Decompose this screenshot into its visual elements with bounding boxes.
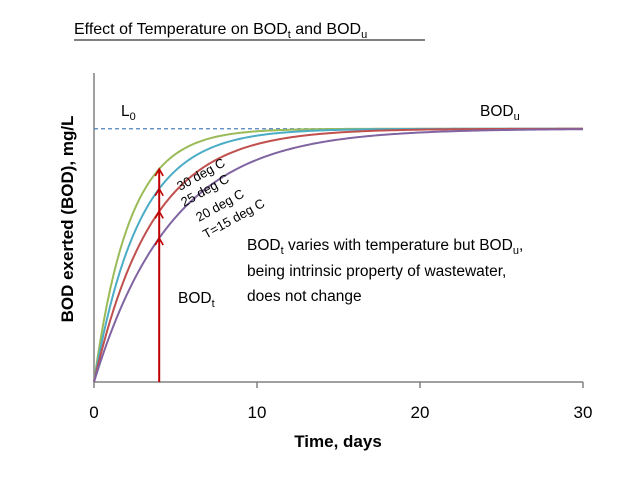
note-line-1: BODt varies with temperature but BODu, bbox=[247, 237, 523, 257]
bodu-label: BODu bbox=[480, 103, 520, 123]
x-axis-title: Time, days bbox=[294, 432, 382, 451]
bodt-arrowhead-30 bbox=[154, 167, 164, 177]
chart-title: Effect of Temperature on BODt and BODu bbox=[74, 21, 367, 41]
x-tick-label-10: 10 bbox=[248, 403, 267, 422]
curve-20-deg-c bbox=[93, 127, 583, 383]
note-line-3: does not change bbox=[247, 288, 362, 305]
bodt-arrowhead-25 bbox=[154, 187, 164, 197]
y-axis-title: BOD exerted (BOD), mg/L bbox=[58, 116, 77, 323]
l0-label: L0 bbox=[121, 103, 136, 123]
note-line-2: being intrinsic property of wastewater, bbox=[247, 263, 506, 280]
curve-30-deg-c bbox=[93, 127, 583, 383]
x-tick-label-30: 30 bbox=[574, 403, 593, 422]
curve-25-deg-c bbox=[93, 127, 583, 383]
curve-15-deg-c bbox=[93, 128, 584, 383]
bodt-label: BODt bbox=[178, 290, 215, 310]
bodt-arrowhead-15 bbox=[154, 236, 164, 246]
x-tick-label-20: 20 bbox=[411, 403, 430, 422]
bodt-arrowhead-20 bbox=[154, 209, 164, 219]
x-tick-label-0: 0 bbox=[89, 403, 98, 422]
